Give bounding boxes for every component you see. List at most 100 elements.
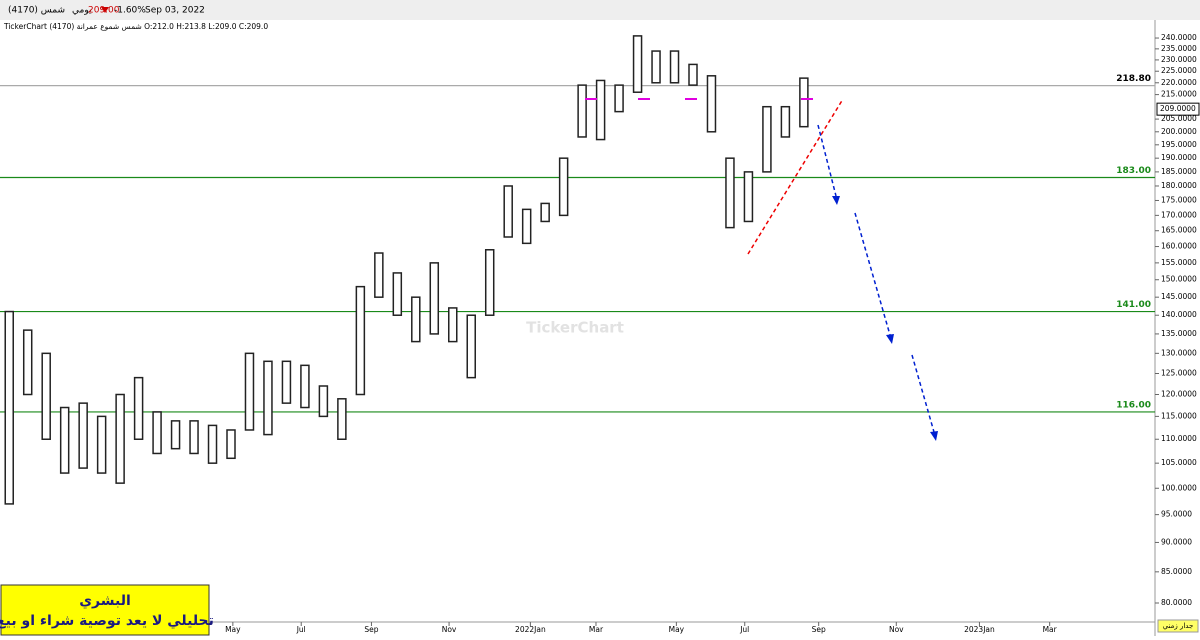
y-tick-label: 165.0000 bbox=[1161, 226, 1197, 235]
price-bar bbox=[281, 360, 292, 404]
date: Sep 03, 2022 bbox=[145, 6, 205, 16]
y-tick-label: 170.0000 bbox=[1161, 210, 1197, 219]
y-tick-label: 80.0000 bbox=[1161, 598, 1192, 607]
price-bar bbox=[411, 296, 421, 343]
price-bar bbox=[558, 157, 569, 217]
price-bar bbox=[521, 208, 532, 245]
note-name: البشري bbox=[79, 593, 131, 610]
x-tick-label: Mar bbox=[1043, 625, 1058, 634]
down-arrow bbox=[101, 7, 109, 13]
x-tick-label: Nov bbox=[889, 625, 904, 634]
price-bar bbox=[152, 411, 162, 455]
x-tick-label: Sep bbox=[812, 625, 826, 634]
price-bar bbox=[96, 415, 107, 474]
top-bar bbox=[0, 0, 1200, 20]
price-bar bbox=[189, 420, 199, 455]
price-bar bbox=[355, 285, 366, 396]
y-tick-label: 110.0000 bbox=[1161, 434, 1197, 443]
x-tick-label: May bbox=[225, 625, 241, 634]
price-bar bbox=[448, 307, 458, 343]
y-tick-label: 185.0000 bbox=[1161, 167, 1197, 176]
y-tick-label: 120.0000 bbox=[1161, 389, 1197, 398]
y-tick-label: 235.0000 bbox=[1161, 44, 1197, 53]
y-tick-label: 200.0000 bbox=[1161, 127, 1197, 136]
y-tick-label: 215.0000 bbox=[1161, 90, 1197, 99]
price-bar bbox=[374, 252, 384, 298]
level-label: 141.00 bbox=[1116, 300, 1151, 310]
price-bar bbox=[540, 202, 550, 223]
price-bar bbox=[484, 249, 495, 316]
price-bar bbox=[226, 429, 236, 460]
price-bar bbox=[799, 77, 809, 128]
period: يومي bbox=[72, 6, 92, 16]
y-tick-label: 240.0000 bbox=[1161, 33, 1197, 42]
price-bar bbox=[392, 272, 403, 316]
price-bar bbox=[207, 424, 218, 464]
y-tick-label: 150.0000 bbox=[1161, 275, 1197, 284]
price-bar bbox=[503, 185, 513, 238]
y-tick-label: 225.0000 bbox=[1161, 66, 1197, 75]
y-tick-label: 155.0000 bbox=[1161, 258, 1197, 267]
x-tick-label: Jul bbox=[296, 625, 306, 634]
y-tick-label: 85.0000 bbox=[1161, 567, 1192, 576]
price-bar bbox=[59, 406, 70, 474]
price-bar bbox=[577, 84, 587, 138]
price-bar bbox=[170, 420, 181, 450]
y-tick-label: 90.0000 bbox=[1161, 537, 1192, 546]
y-tick-label: 125.0000 bbox=[1161, 369, 1197, 378]
price-bar bbox=[337, 398, 347, 440]
price-bar bbox=[115, 393, 125, 484]
price-bar bbox=[78, 402, 88, 469]
price-bar bbox=[706, 75, 717, 133]
note-box bbox=[0, 584, 210, 636]
y-tick-label: 220.0000 bbox=[1161, 78, 1197, 87]
y-tick-label: 145.0000 bbox=[1161, 292, 1197, 301]
y-tick-label: 190.0000 bbox=[1161, 153, 1197, 162]
price-bar bbox=[762, 105, 772, 173]
x-tick-label: Sep bbox=[364, 625, 378, 634]
price-bar bbox=[133, 376, 144, 440]
price-bar bbox=[263, 360, 273, 436]
price-bar bbox=[614, 84, 624, 113]
price-bar bbox=[725, 157, 735, 229]
y-tick-label: 205.0000 bbox=[1161, 114, 1197, 123]
x-tick-label: Jul bbox=[739, 625, 749, 634]
y-tick-label: 115.0000 bbox=[1161, 411, 1197, 420]
y-tick-label: 230.0000 bbox=[1161, 55, 1197, 64]
note-text: تحليلي لا يعد توصية شراء او بيع bbox=[0, 613, 214, 629]
price-bar bbox=[669, 50, 680, 84]
price-bar bbox=[651, 50, 661, 84]
x-tick-label: Mar bbox=[589, 625, 604, 634]
price-bar bbox=[429, 262, 440, 335]
y-tick-label: 180.0000 bbox=[1161, 181, 1197, 190]
x-tick-label: May bbox=[669, 625, 685, 634]
info: TickerChart شمس شموع عمرانة (4170) O:212… bbox=[3, 22, 268, 31]
last-price-box bbox=[1156, 102, 1200, 116]
symbol: شمس (4170) bbox=[8, 6, 65, 16]
level-label: 116.00 bbox=[1116, 400, 1151, 410]
y-tick-label: 105.0000 bbox=[1161, 458, 1197, 467]
price-bar bbox=[780, 105, 791, 138]
last-price-label: 209.0000 bbox=[1160, 104, 1196, 113]
y-tick-label: 175.0000 bbox=[1161, 195, 1197, 204]
y-tick-label: 195.0000 bbox=[1161, 140, 1197, 149]
plot: 80.0000 85.0000 90.0000 95.0000 100.0000 105.… bbox=[0, 33, 1200, 634]
price-bar bbox=[41, 352, 51, 440]
price-bar bbox=[300, 364, 310, 409]
price-bar bbox=[743, 171, 754, 223]
footer-box[interactable] bbox=[1157, 619, 1199, 633]
price-bar bbox=[595, 79, 606, 141]
price-bar bbox=[632, 35, 643, 93]
trend-line bbox=[747, 98, 844, 255]
watermark: TickerChart bbox=[526, 319, 624, 337]
y-tick-label: 140.0000 bbox=[1161, 310, 1197, 319]
y-tick-label: 160.0000 bbox=[1161, 242, 1197, 251]
price-bar bbox=[244, 352, 255, 431]
y-tick-label: 95.0000 bbox=[1161, 510, 1192, 519]
footer[interactable]: جدار زمني bbox=[1163, 622, 1194, 630]
price-bar bbox=[4, 310, 14, 505]
price-bar bbox=[318, 385, 329, 418]
projection-arrows bbox=[817, 124, 938, 441]
